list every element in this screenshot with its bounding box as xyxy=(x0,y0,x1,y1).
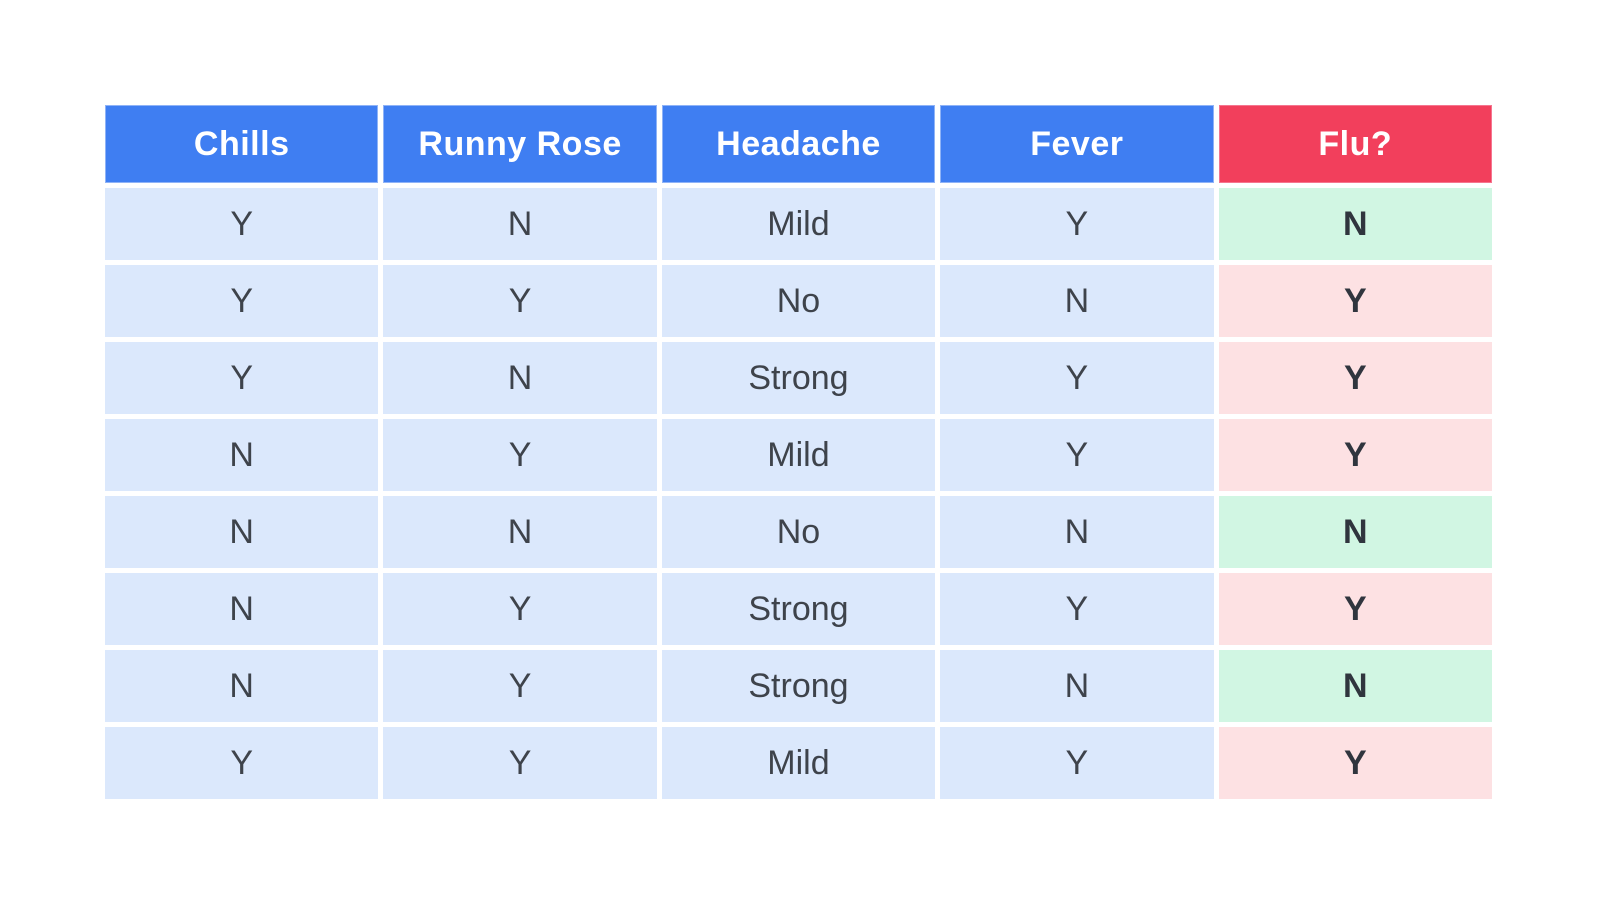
cell-runny-rose: Y xyxy=(383,650,657,722)
cell-headache: Strong xyxy=(661,650,936,722)
cell-fever: N xyxy=(940,650,1214,722)
cell-headache: Mild xyxy=(661,188,936,260)
cell-chills: Y xyxy=(105,342,379,414)
cell-flu: Y xyxy=(1218,727,1492,799)
cell-headache: Mild xyxy=(661,419,936,491)
table-row: Y N Mild Y N xyxy=(105,188,1492,260)
cell-flu: Y xyxy=(1218,419,1492,491)
cell-fever: Y xyxy=(940,727,1214,799)
column-header-chills: Chills xyxy=(105,105,379,183)
cell-headache: No xyxy=(661,496,936,568)
table-row: N Y Mild Y Y xyxy=(105,419,1492,491)
cell-chills: N xyxy=(105,419,379,491)
column-header-flu: Flu? xyxy=(1218,105,1492,183)
cell-runny-rose: Y xyxy=(383,419,657,491)
cell-chills: Y xyxy=(105,265,379,337)
cell-flu: N xyxy=(1218,650,1492,722)
cell-chills: N xyxy=(105,573,379,645)
cell-flu: N xyxy=(1218,188,1492,260)
header-row: Chills Runny Rose Headache Fever Flu? xyxy=(105,105,1492,183)
cell-fever: N xyxy=(940,265,1214,337)
cell-runny-rose: N xyxy=(383,496,657,568)
cell-chills: Y xyxy=(105,188,379,260)
cell-flu: Y xyxy=(1218,342,1492,414)
table-row: Y N Strong Y Y xyxy=(105,342,1492,414)
cell-headache: Strong xyxy=(661,342,936,414)
cell-chills: N xyxy=(105,650,379,722)
cell-flu: Y xyxy=(1218,573,1492,645)
table-row: Y Y No N Y xyxy=(105,265,1492,337)
cell-flu: N xyxy=(1218,496,1492,568)
cell-fever: Y xyxy=(940,419,1214,491)
cell-fever: Y xyxy=(940,188,1214,260)
cell-runny-rose: Y xyxy=(383,573,657,645)
cell-fever: Y xyxy=(940,342,1214,414)
cell-fever: Y xyxy=(940,573,1214,645)
cell-runny-rose: Y xyxy=(383,265,657,337)
table-row: N N No N N xyxy=(105,496,1492,568)
cell-headache: Strong xyxy=(661,573,936,645)
cell-fever: N xyxy=(940,496,1214,568)
cell-runny-rose: N xyxy=(383,188,657,260)
cell-flu: Y xyxy=(1218,265,1492,337)
table-body: Y N Mild Y N Y Y No N Y Y N Strong Y Y N Y Mild Y Y N N No N N N Y… xyxy=(105,188,1492,799)
table-row: N Y Strong Y Y xyxy=(105,573,1492,645)
cell-headache: Mild xyxy=(661,727,936,799)
cell-chills: N xyxy=(105,496,379,568)
cell-chills: Y xyxy=(105,727,379,799)
cell-headache: No xyxy=(661,265,936,337)
column-header-headache: Headache xyxy=(661,105,936,183)
column-header-fever: Fever xyxy=(940,105,1214,183)
cell-runny-rose: Y xyxy=(383,727,657,799)
table-row: N Y Strong N N xyxy=(105,650,1492,722)
table-row: Y Y Mild Y Y xyxy=(105,727,1492,799)
cell-runny-rose: N xyxy=(383,342,657,414)
column-header-runny-rose: Runny Rose xyxy=(383,105,657,183)
